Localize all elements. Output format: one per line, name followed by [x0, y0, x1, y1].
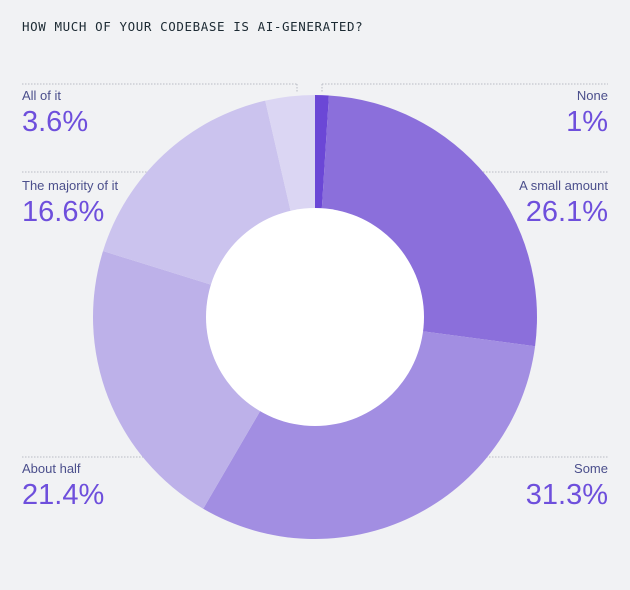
chart-title: HOW MUCH OF YOUR CODEBASE IS AI-GENERATE…: [22, 19, 364, 34]
slice-value: 3.6%: [22, 106, 89, 138]
donut-hole: [206, 208, 424, 426]
slice-value: 16.6%: [22, 196, 105, 228]
slice-name: None: [576, 88, 608, 103]
slice-name: About half: [22, 461, 81, 476]
slice-name: A small amount: [519, 178, 608, 193]
slice-value: 31.3%: [525, 479, 608, 511]
slice-value: 26.1%: [525, 196, 608, 228]
slice-name: All of it: [22, 88, 62, 103]
slice-label-all-of-it: All of it 3.6%: [22, 88, 88, 138]
slice-value: 21.4%: [22, 479, 105, 511]
slice-label-majority: The majority of it 16.6%: [22, 178, 118, 228]
slice-label-none: None 1%: [566, 88, 608, 138]
leader-lines: [22, 83, 608, 458]
slice-label-small-amount: A small amount 26.1%: [519, 178, 608, 228]
slice-name: The majority of it: [22, 178, 119, 193]
slice-value: 1%: [566, 106, 608, 138]
slice-label-about-half: About half 21.4%: [22, 461, 104, 511]
slice-label-some: Some 31.3%: [526, 461, 608, 511]
slice-name: Some: [574, 461, 608, 476]
